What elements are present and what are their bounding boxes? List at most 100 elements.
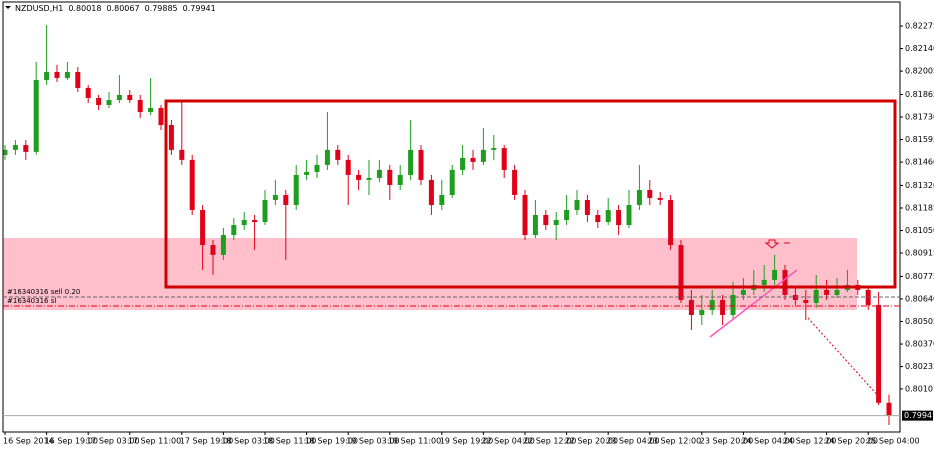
candle-body: [96, 97, 102, 105]
header-value: 0.80018: [68, 4, 101, 13]
candle-body: [85, 87, 91, 98]
plot: [2, 25, 892, 425]
candle-body: [44, 71, 50, 80]
candle-body: [709, 299, 715, 310]
candle-body: [595, 214, 601, 223]
candle-body: [158, 107, 164, 126]
candle-body: [772, 269, 778, 280]
x-tick-label: 17 Sep 11:00: [128, 437, 181, 446]
candle-body: [813, 289, 819, 303]
candle-body: [335, 149, 341, 160]
close-arrow: [764, 239, 780, 249]
x-tick-label: 18 Sep 19:00: [305, 437, 358, 446]
candle-body: [647, 189, 653, 198]
candle-body: [668, 199, 674, 246]
candle-body: [33, 79, 39, 152]
candle-body: [428, 179, 434, 205]
candle-body: [210, 245, 216, 255]
candle-body: [324, 149, 330, 165]
candle-body: [501, 148, 507, 170]
x-tick-label: 24 Sep 20:00: [825, 437, 878, 446]
candle-body: [252, 220, 258, 223]
y-tick-label: 0.81185: [905, 203, 934, 212]
candle-body: [2, 149, 8, 155]
zone: [3, 238, 857, 310]
candle-body: [636, 189, 642, 205]
x-tick-label: 18 Sep 03:00: [221, 437, 274, 446]
candle-body: [345, 159, 351, 175]
candle-body: [605, 209, 611, 223]
x-tick-label: 17 Sep 19:00: [180, 437, 233, 446]
candle-body: [657, 197, 663, 200]
candle-body: [23, 145, 29, 152]
candle-body: [356, 174, 362, 180]
candle-body: [626, 204, 632, 226]
candle-body: [553, 220, 559, 226]
candle-body: [293, 174, 299, 205]
candle-body: [512, 169, 518, 195]
candle-body: [54, 71, 60, 78]
candle-body: [834, 289, 840, 295]
price-box: [902, 410, 933, 421]
candle-body: [220, 235, 226, 255]
candle-body: [231, 225, 237, 236]
candle-body: [12, 145, 18, 150]
candle-body: [148, 107, 154, 113]
frame: [2, 1, 901, 433]
candle-body: [106, 99, 112, 105]
candle-body: [688, 299, 694, 315]
y-tick-label: 0.80505: [905, 317, 934, 326]
x-tick-label: 19 Sep 19:00: [440, 437, 493, 446]
candle-body: [730, 294, 736, 315]
candle-body: [439, 194, 445, 205]
x-tick-label: 19 Sep 11:00: [388, 437, 441, 446]
x-tick-label: 19 Sep 03:00: [346, 437, 399, 446]
candle-body: [616, 209, 622, 226]
x-tick-label: 23 Sep 20:00: [700, 437, 753, 446]
menu-arrow: [5, 6, 11, 9]
candle-body: [824, 289, 830, 295]
candle-body: [803, 299, 809, 303]
candle-body: [564, 209, 570, 221]
candle-body: [584, 199, 590, 215]
candle-body: [699, 309, 705, 315]
candle-body: [397, 174, 403, 185]
x-tick-label: 24 Sep 04:00: [741, 437, 794, 446]
x-tick-label: 23 Sep 04:00: [606, 437, 659, 446]
candle-body: [532, 214, 538, 236]
order-label: #16340316 sl: [7, 297, 56, 305]
x-tick-label: 17 Sep 03:00: [86, 437, 139, 446]
candle-body: [418, 149, 424, 180]
candle-body: [761, 279, 767, 285]
y-tick-label: 0.82005: [905, 67, 934, 76]
x-tick-label: 22 Sep 20:00: [565, 437, 618, 446]
candle-body: [449, 169, 455, 195]
candle-body: [782, 269, 788, 295]
candle-body: [408, 149, 414, 175]
candle-body: [740, 289, 746, 295]
y-tick-label: 0.80915: [905, 249, 934, 258]
x-tick-label: 16 Sep 19:00: [45, 437, 98, 446]
candle-body: [720, 299, 726, 315]
candle-body: [75, 71, 81, 88]
candle-body: [543, 214, 549, 226]
symbol: NZDUSD,H1: [15, 4, 63, 13]
candle-body: [304, 171, 310, 175]
candle-body: [64, 71, 70, 78]
candle-body: [886, 402, 892, 416]
header: NZDUSD,H1 0.80018 0.80067 0.79885 0.79941: [15, 4, 216, 13]
y-tick-label: 0.82275: [905, 22, 934, 31]
header-value: 0.79885: [145, 4, 178, 13]
candle-body: [127, 94, 133, 100]
candle-body: [574, 199, 580, 210]
candle-body: [470, 157, 476, 162]
y-tick-label: 0.81595: [905, 135, 934, 144]
order-label: #16340316 sell 0.20: [7, 288, 80, 296]
candle-body: [366, 177, 372, 180]
